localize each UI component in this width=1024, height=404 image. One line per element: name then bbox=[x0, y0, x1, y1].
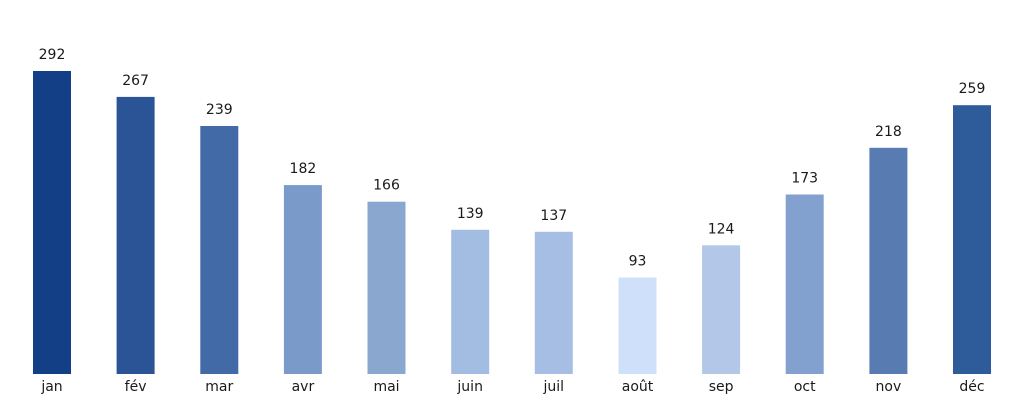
x-tick-label-nov: nov bbox=[876, 379, 902, 395]
value-label-mar: 239 bbox=[206, 102, 233, 118]
x-tick-label-déc: déc bbox=[959, 379, 984, 395]
bar-mar bbox=[200, 126, 239, 374]
x-tick-labels-group: jan fév mar avr mai juin juil août sep oct nov déc bbox=[40, 379, 984, 395]
x-tick-label-mar: mar bbox=[205, 379, 233, 395]
value-label-juin: 139 bbox=[457, 206, 484, 222]
bar-sep bbox=[702, 245, 741, 374]
bar-déc bbox=[953, 105, 991, 374]
bar-juin bbox=[451, 229, 490, 374]
value-label-août: 93 bbox=[629, 254, 647, 270]
value-label-mai: 166 bbox=[373, 178, 400, 194]
bar-jan bbox=[33, 71, 71, 374]
value-label-avr: 182 bbox=[290, 161, 317, 177]
value-label-nov: 218 bbox=[875, 124, 902, 140]
x-tick-label-août: août bbox=[622, 379, 654, 395]
x-tick-label-avr: avr bbox=[292, 379, 315, 395]
bars-group bbox=[33, 71, 991, 375]
bar-nov bbox=[869, 147, 908, 374]
value-label-oct: 173 bbox=[791, 171, 818, 187]
bar-août bbox=[618, 277, 657, 374]
bar-oct bbox=[785, 194, 824, 374]
bar-mai bbox=[367, 201, 406, 374]
value-label-sep: 124 bbox=[708, 221, 735, 237]
x-tick-label-mai: mai bbox=[373, 379, 399, 395]
x-tick-label-jan: jan bbox=[40, 379, 62, 395]
bar-fév bbox=[116, 96, 155, 375]
x-tick-label-fév: fév bbox=[125, 379, 147, 395]
value-label-déc: 259 bbox=[959, 81, 986, 97]
value-label-fév: 267 bbox=[122, 73, 149, 89]
x-tick-label-juil: juil bbox=[543, 379, 565, 395]
value-label-jan: 292 bbox=[39, 47, 66, 63]
x-tick-label-oct: oct bbox=[794, 379, 816, 395]
x-tick-label-juin: juin bbox=[456, 379, 483, 395]
bar-juil bbox=[534, 231, 573, 374]
value-labels-group: 292 267 239 182 166 139 137 93 124 173 218 259 bbox=[39, 47, 986, 270]
bar-avr bbox=[283, 185, 322, 374]
x-tick-label-sep: sep bbox=[709, 379, 734, 395]
value-label-juil: 137 bbox=[540, 208, 567, 224]
